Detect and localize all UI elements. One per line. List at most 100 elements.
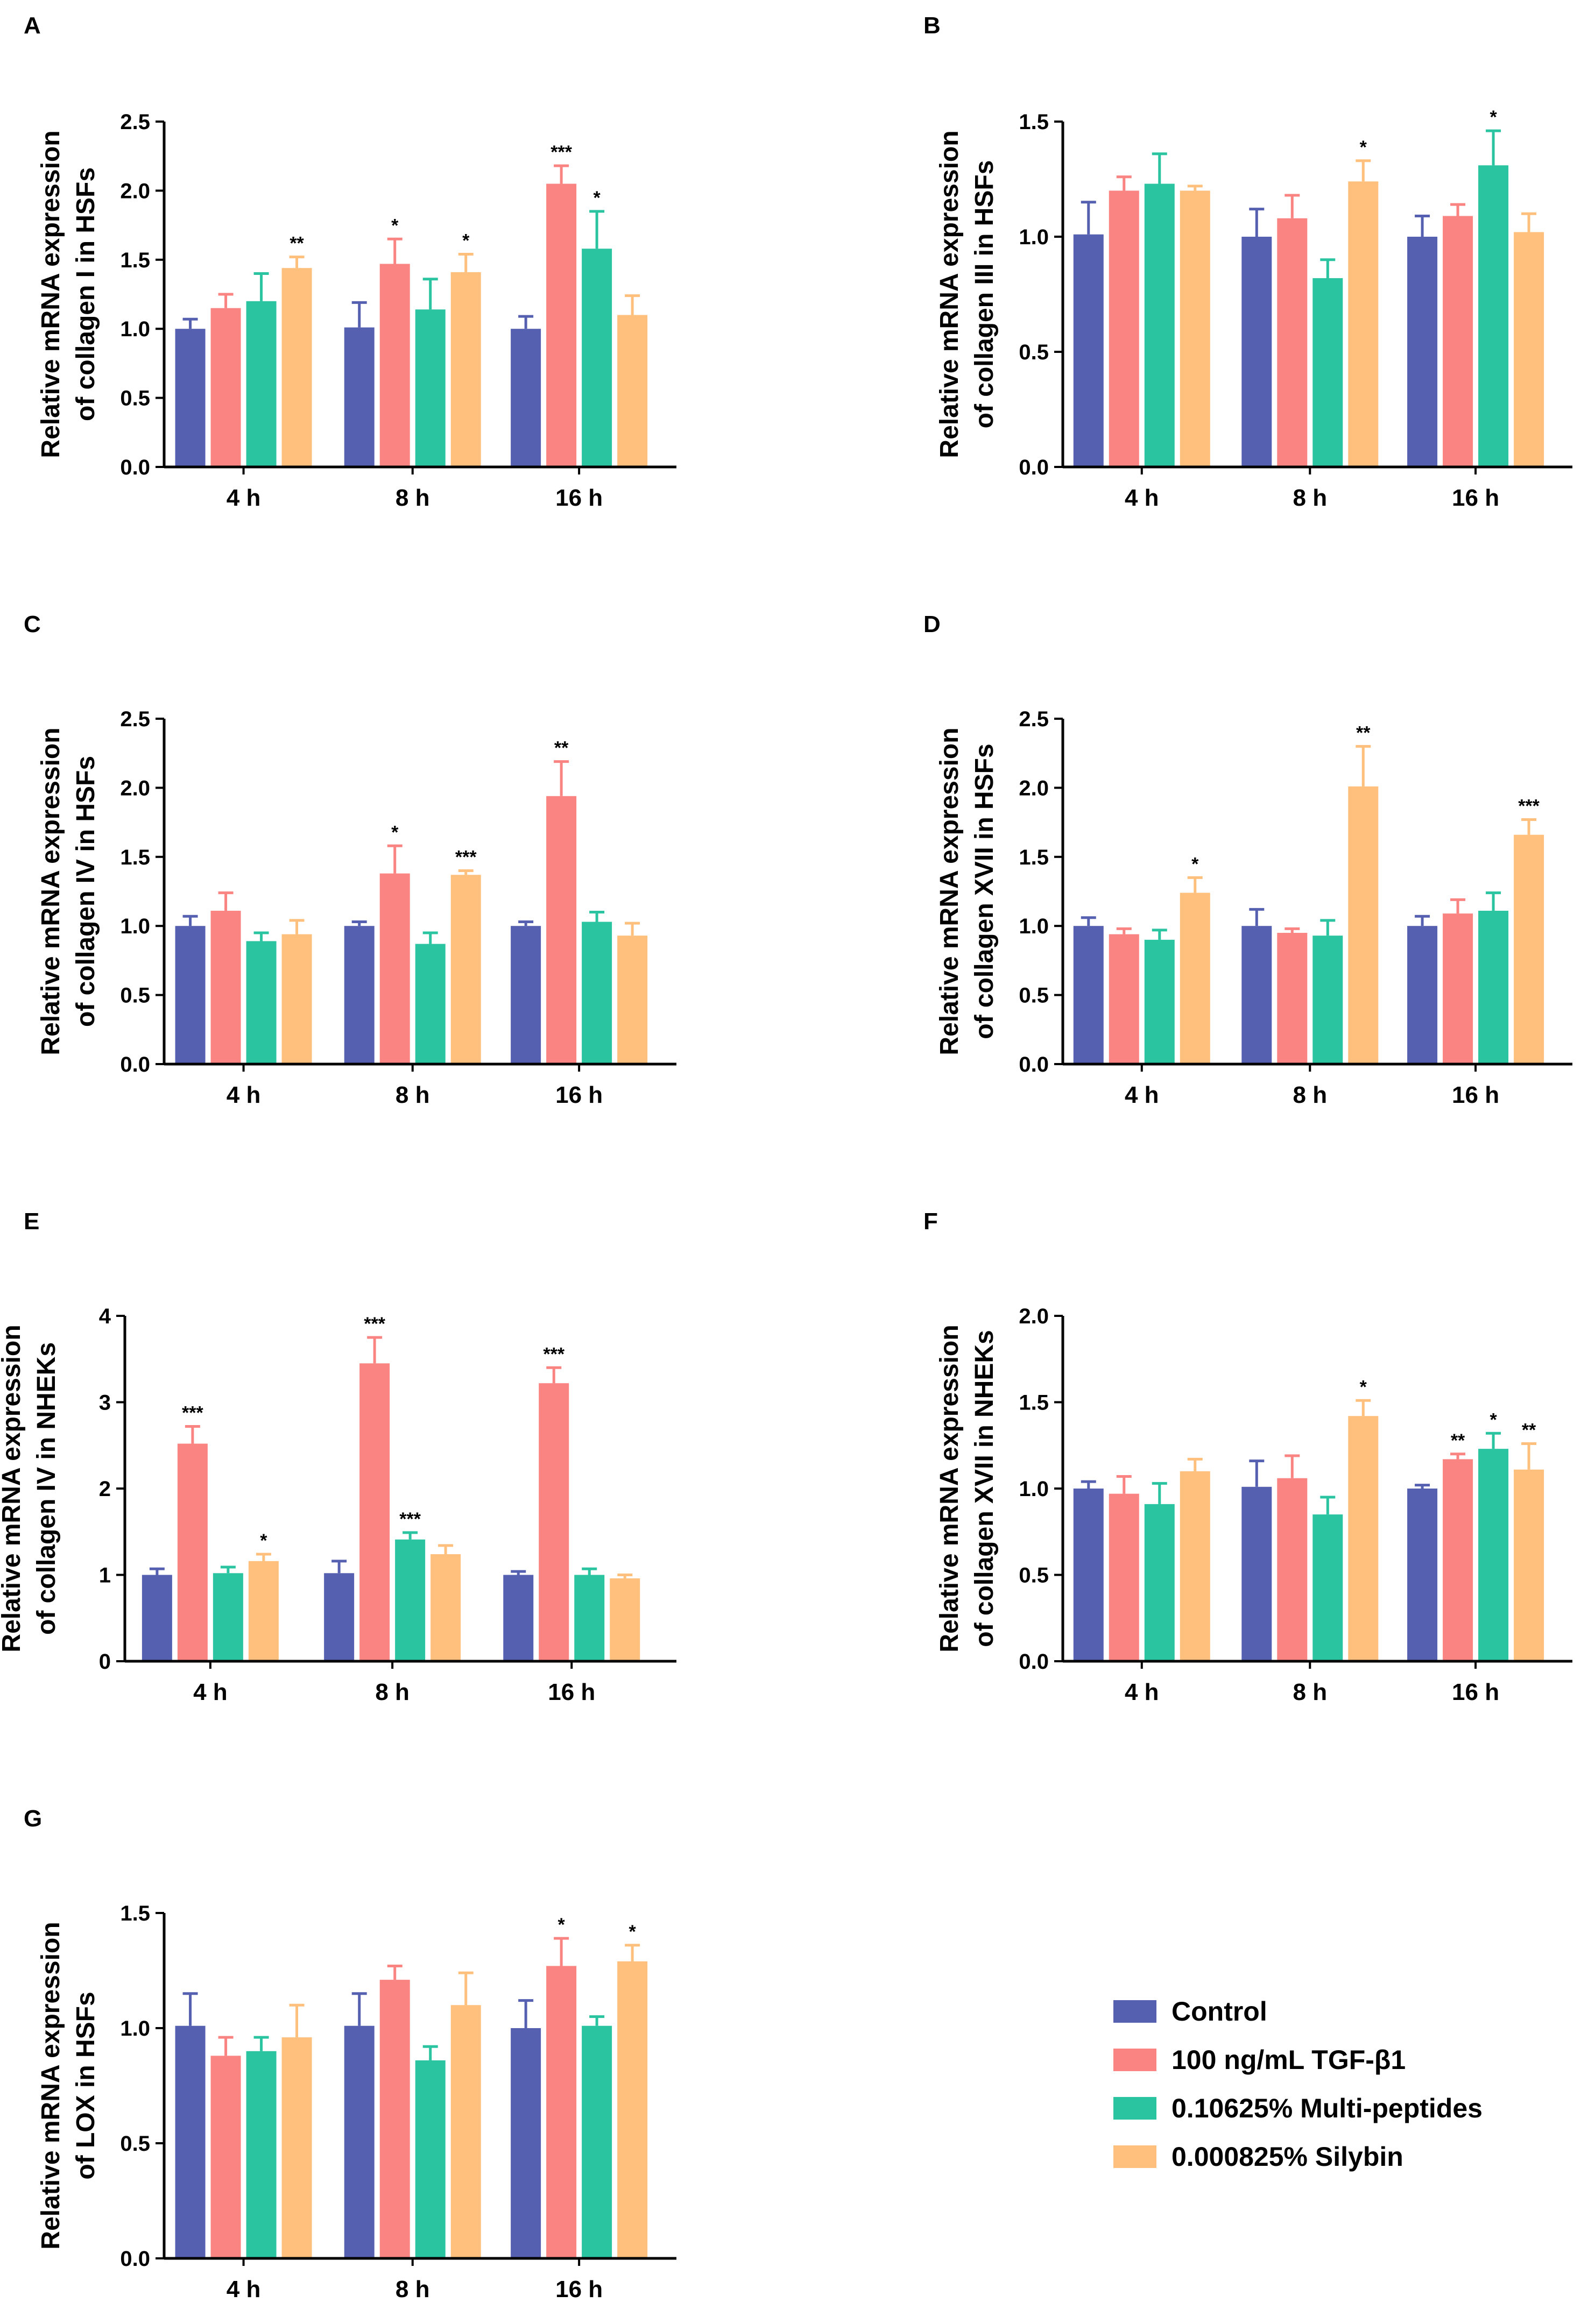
bar [1514,834,1544,1064]
bar [1312,936,1343,1064]
significance-mark: * [629,1922,637,1942]
y-tick-label: 0.0 [1019,1650,1049,1674]
chart-panel-d: D Relative mRNA expression of collagen XVI… [923,611,1572,1108]
y-tick-label: 0.0 [1019,456,1049,479]
significance-mark: ** [1356,722,1371,743]
y-tick-label: 2.0 [1019,1305,1049,1328]
bar [574,1575,605,1661]
significance-mark: * [260,1531,267,1551]
chart-panel-f: F Relative mRNA expression of collagen XVI… [923,1208,1572,1705]
panel-letter: C [24,611,41,637]
bar [1180,190,1210,467]
y-axis-label: of collagen IV in HSFs [72,756,100,1027]
bar [210,910,241,1064]
bar [450,2005,481,2258]
significance-mark: * [1191,854,1199,874]
y-axis-label: Relative mRNA expression [37,1922,65,2249]
y-tick-label: 1.5 [120,1902,150,1925]
significance-mark: * [462,231,470,251]
legend-label: Control [1171,1996,1267,2027]
x-tick-label: 8 h [375,1679,410,1705]
y-tick-label: 2 [99,1477,111,1501]
significance-mark: * [391,822,399,842]
y-tick-label: 1.5 [1019,110,1049,134]
significance-mark: *** [399,1509,421,1529]
significance-mark: *** [364,1314,385,1334]
x-tick-label: 16 h [555,2276,603,2302]
significance-mark: *** [543,1344,564,1364]
bar [539,1383,569,1661]
significance-mark: * [594,188,601,208]
bar [1443,216,1473,467]
y-tick-label: 1.5 [1019,1391,1049,1415]
y-axis-label: Relative mRNA expression [0,1324,26,1652]
bar [1109,1493,1139,1661]
bar [1312,1514,1343,1661]
panel-letter: B [923,12,941,39]
bar [1478,1449,1509,1661]
x-tick-label: 16 h [1452,1679,1499,1705]
bar [281,2037,312,2258]
y-axis-label: Relative mRNA expression [935,727,964,1055]
bar [1312,278,1343,467]
bar [1348,181,1379,467]
bar [210,308,241,467]
y-tick-label: 2.0 [1019,776,1049,800]
bar [324,1573,355,1661]
y-axis-label: of LOX in HSFs [72,1992,100,2179]
panel-letter: A [24,12,41,39]
y-tick-label: 0 [99,1650,111,1674]
y-tick-label: 1 [99,1564,111,1588]
bar [582,922,612,1064]
bar [1109,934,1139,1064]
y-tick-label: 4 [99,1305,111,1328]
y-tick-label: 1.5 [120,846,150,869]
significance-mark: *** [455,847,477,867]
bar [1348,786,1379,1064]
y-tick-label: 2.5 [120,110,150,134]
bar [546,796,577,1064]
bar [617,1961,648,2258]
bar [344,2025,375,2258]
y-tick-label: 2.0 [120,776,150,800]
y-tick-label: 0.5 [120,984,150,1008]
bar [1478,165,1509,467]
significance-mark: * [1490,107,1497,127]
x-tick-label: 4 h [1125,485,1159,511]
y-axis-label: of collagen IV in NHEKs [32,1342,61,1635]
bar [142,1575,172,1661]
legend-label: 100 ng/mL TGF-β1 [1171,2045,1406,2075]
significance-mark: *** [1518,796,1540,816]
significance-mark: *** [551,142,572,162]
bar [1144,183,1175,467]
y-axis-label: of collagen XVII in HSFs [970,743,999,1039]
chart-panel-c: C Relative mRNA expression of collagen IV … [24,611,676,1108]
chart-panel-g: G Relative mRNA expression of LOX in HSFs 4… [24,1805,676,2302]
y-axis-label: Relative mRNA expression [935,130,964,458]
y-tick-label: 0.0 [120,1053,150,1076]
x-tick-label: 4 h [227,1082,261,1108]
significance-mark: * [391,215,399,236]
bar [1180,892,1210,1064]
bar [1073,926,1104,1064]
bar [511,2028,541,2258]
bar [1478,910,1509,1064]
y-tick-label: 1.0 [120,915,150,938]
y-axis-label: Relative mRNA expression [37,130,65,458]
y-axis-label: Relative mRNA expression [935,1324,964,1652]
legend-swatch [1113,2049,1156,2071]
chart-panel-b: B Relative mRNA expression of collagen III… [923,12,1572,511]
x-tick-label: 16 h [1452,485,1499,511]
bar [1073,1489,1104,1661]
bar [1407,237,1438,467]
bar [213,1573,243,1661]
x-tick-label: 4 h [227,485,261,511]
legend-swatch [1113,2145,1156,2168]
bar [1443,913,1473,1064]
x-tick-label: 16 h [548,1679,595,1705]
legend-label: 0.000825% Silybin [1171,2142,1403,2172]
y-axis-label: of collagen I in HSFs [72,167,100,421]
y-tick-label: 2.5 [120,707,150,731]
x-tick-label: 4 h [1125,1082,1159,1108]
bar [582,249,612,467]
